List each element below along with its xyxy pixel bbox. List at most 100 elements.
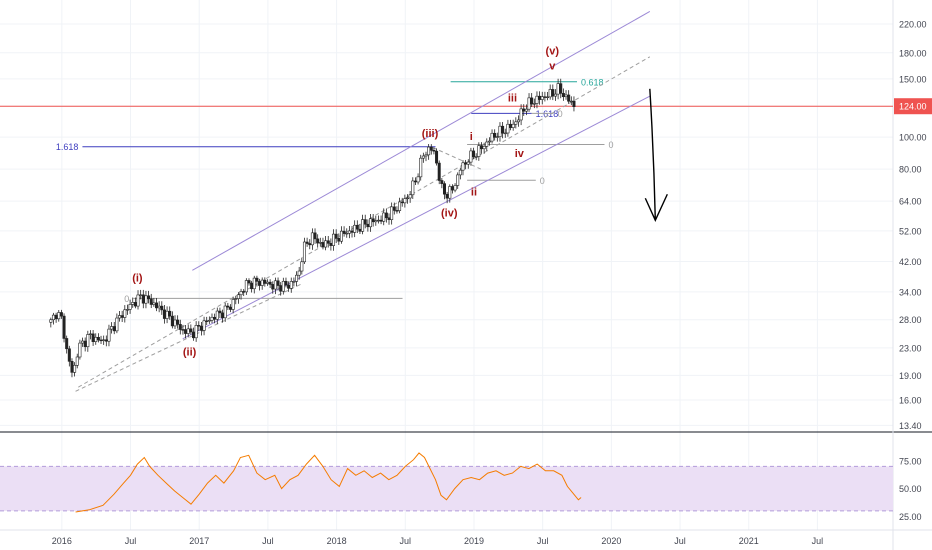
candle-body[interactable] <box>165 310 169 319</box>
candle-body[interactable] <box>181 329 185 331</box>
candles[interactable] <box>49 78 576 378</box>
rsi-pane[interactable] <box>0 452 893 513</box>
candle-body[interactable] <box>244 280 248 293</box>
candle-body[interactable] <box>81 340 85 344</box>
candle-body[interactable] <box>128 304 132 310</box>
candle-body[interactable] <box>516 119 520 123</box>
candle-body[interactable] <box>403 198 407 204</box>
candle-body[interactable] <box>350 230 354 233</box>
time-axis[interactable]: 2016 Jul 2017 Jul 2018 Jul 2019 Jul 2020 Jul 2021 J… <box>52 536 823 546</box>
candle-body[interactable] <box>387 217 391 220</box>
candle-body[interactable] <box>442 183 446 195</box>
candle-body[interactable] <box>62 315 66 339</box>
candle-body[interactable] <box>450 186 454 191</box>
candle-body[interactable] <box>273 280 277 290</box>
candle-body[interactable] <box>469 150 473 163</box>
candle-body[interactable] <box>205 320 209 322</box>
candle-body[interactable] <box>440 180 444 184</box>
candle-body[interactable] <box>326 240 330 244</box>
candle-body[interactable] <box>559 83 563 94</box>
candle-body[interactable] <box>99 339 103 342</box>
candle-body[interactable] <box>509 123 513 128</box>
candle-body[interactable] <box>369 218 373 228</box>
candle-body[interactable] <box>395 210 399 212</box>
candle-body[interactable] <box>353 224 357 233</box>
projection-arrow-shaft[interactable] <box>649 88 657 221</box>
candle-body[interactable] <box>487 140 491 143</box>
candle-body[interactable] <box>437 162 441 181</box>
candle-body[interactable] <box>392 206 396 211</box>
candle-body[interactable] <box>493 132 497 138</box>
candle-body[interactable] <box>242 291 246 293</box>
candle-body[interactable] <box>263 279 267 284</box>
candle-body[interactable] <box>162 309 166 319</box>
candle-body[interactable] <box>530 97 534 105</box>
candle-body[interactable] <box>506 123 510 134</box>
candle-body[interactable] <box>472 150 476 158</box>
candle-body[interactable] <box>133 302 137 307</box>
candle-body[interactable] <box>258 281 262 286</box>
candle-body[interactable] <box>313 232 317 240</box>
candle-body[interactable] <box>445 193 449 199</box>
candle-body[interactable] <box>250 282 254 290</box>
candle-body[interactable] <box>501 125 505 134</box>
candle-body[interactable] <box>366 223 370 228</box>
candle-body[interactable] <box>83 340 87 348</box>
candle-body[interactable] <box>300 261 304 272</box>
candle-body[interactable] <box>147 295 151 300</box>
candle-body[interactable] <box>358 228 362 232</box>
candle-body[interactable] <box>65 338 69 350</box>
candle-body[interactable] <box>218 310 222 314</box>
candle-body[interactable] <box>522 108 526 112</box>
candle-body[interactable] <box>477 145 481 157</box>
candle-body[interactable] <box>281 280 285 292</box>
candle-body[interactable] <box>252 277 256 290</box>
candle-body[interactable] <box>490 132 494 142</box>
candle-body[interactable] <box>435 150 439 164</box>
candle-body[interactable] <box>456 174 460 186</box>
candle-body[interactable] <box>178 324 182 330</box>
candle-body[interactable] <box>548 89 552 98</box>
candle-body[interactable] <box>540 96 544 100</box>
candle-body[interactable] <box>406 197 410 200</box>
candle-body[interactable] <box>567 94 571 102</box>
candle-body[interactable] <box>221 312 225 319</box>
candle-body[interactable] <box>458 169 462 176</box>
candle-body[interactable] <box>186 328 190 334</box>
candle-body[interactable] <box>289 281 293 289</box>
candle-body[interactable] <box>318 242 322 244</box>
candle-body[interactable] <box>192 331 196 339</box>
candle-body[interactable] <box>131 302 135 305</box>
candle-body[interactable] <box>236 294 240 299</box>
candle-body[interactable] <box>310 232 314 246</box>
candle-body[interactable] <box>184 329 188 334</box>
candle-body[interactable] <box>115 317 119 332</box>
candle-body[interactable] <box>337 238 341 242</box>
candle-body[interactable] <box>474 156 478 158</box>
candle-body[interactable] <box>329 242 333 246</box>
candle-body[interactable] <box>284 280 288 286</box>
projection-arrow[interactable] <box>644 88 668 222</box>
candle-body[interactable] <box>295 274 299 282</box>
candle-body[interactable] <box>535 95 539 104</box>
candle-body[interactable] <box>247 280 251 284</box>
candle-body[interactable] <box>400 201 404 204</box>
candle-body[interactable] <box>485 141 489 147</box>
candle-body[interactable] <box>308 243 312 246</box>
candle-body[interactable] <box>466 161 470 165</box>
candle-body[interactable] <box>149 298 153 305</box>
candle-body[interactable] <box>75 356 79 366</box>
rsi-line[interactable] <box>75 452 582 513</box>
candle-body[interactable] <box>207 319 211 322</box>
candle-body[interactable] <box>495 136 499 138</box>
candle-body[interactable] <box>498 125 502 138</box>
candle-body[interactable] <box>297 270 301 276</box>
candle-body[interactable] <box>384 212 388 219</box>
candle-body[interactable] <box>59 312 63 317</box>
candle-body[interactable] <box>429 146 433 151</box>
candle-body[interactable] <box>260 279 264 286</box>
lower-channel-line[interactable] <box>182 95 651 340</box>
candle-body[interactable] <box>226 305 230 308</box>
candle-body[interactable] <box>234 298 238 300</box>
candle-body[interactable] <box>123 309 127 318</box>
